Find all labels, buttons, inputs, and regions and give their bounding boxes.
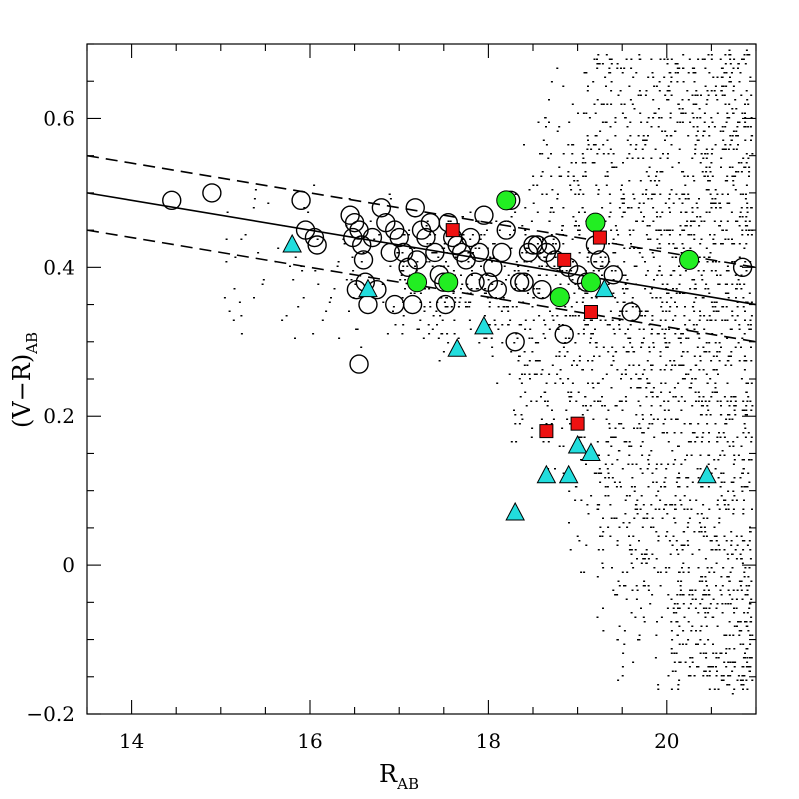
y-tick-label: 0.6 [43,106,75,130]
open-circles-point [492,242,512,263]
open-circles-point [202,183,222,203]
open-circles-point [405,198,425,218]
cyan-triangles-point [505,501,525,521]
open-circles-point [162,190,182,211]
red-squares-point [592,230,607,245]
open-circles-point [352,235,372,255]
open-circles-point [291,190,311,211]
green-circles-point [496,190,517,211]
open-circles-point [307,235,327,255]
cyan-triangles-series [282,233,717,521]
open-circles-point [532,279,552,300]
open-circles-point [425,242,445,263]
open-circles-point [385,220,405,240]
open-circles-point [590,250,610,270]
cyan-triangles-point [558,464,579,484]
green-circles-point [585,212,606,233]
field-dots [223,49,754,695]
open-circles-point [416,227,436,248]
x-tick-labels: 14 16 18 20 [119,729,680,753]
cyan-triangles-point [581,442,601,461]
open-circles-point [460,227,481,248]
open-circles-point [514,272,534,292]
green-circles-point [438,272,459,293]
x-tick-label: 16 [297,729,322,753]
green-circles-point [580,272,601,293]
open-circles-point [603,265,623,285]
x-tick-label: 18 [476,729,501,753]
open-circles-point [469,242,490,263]
open-circles-point [435,294,456,315]
open-circles-point [349,354,369,374]
y-tick-label: 0.4 [43,255,75,279]
cyan-triangles-point [282,233,302,253]
upper-bound-line [86,154,757,269]
x-axis-title: RAB [379,760,419,793]
x-tick-label: 20 [654,729,679,753]
cyan-triangles-point [447,338,468,357]
open-circles-point [362,227,383,248]
cyan-triangles-point [697,464,717,484]
open-circles-point [496,220,516,240]
open-circles-point [487,279,508,300]
open-circles-point [380,242,400,263]
open-circles-point [385,294,405,315]
open-circles-point [407,250,427,270]
open-circles-point [541,235,561,255]
open-circles-point [621,302,641,322]
red-squares-series [445,223,607,439]
cyan-triangles-point [594,278,615,298]
field-dots-layer [223,49,754,695]
y-tick-label: 0.2 [43,404,75,428]
green-circles-point [679,249,700,270]
y-tick-label: 0 [62,553,75,577]
open-circles-point [554,324,574,345]
green-circles-point [549,287,570,308]
red-sequence-fit-line [86,192,757,306]
cyan-triangles-point [567,434,588,454]
cyan-triangles-point [358,278,378,298]
open-circles-series [162,183,753,374]
y-axis-title: (V−R)AB [8,332,41,428]
open-circles-point [353,250,374,270]
y-tick-label: −0.2 [26,702,75,726]
open-circles-point [505,332,525,352]
x-tick-label: 14 [119,729,144,753]
open-circles-point [465,272,485,292]
axis-ticks [86,43,757,715]
plot-frame [86,43,757,715]
marker-series-layer [162,183,753,521]
green-circles-point [407,272,428,293]
open-circles-point [509,272,530,292]
open-circles-point [304,227,325,248]
fit-lines-layer [86,154,757,343]
red-squares-point [583,305,598,319]
red-squares-point [539,424,554,439]
red-squares-point [570,416,585,431]
y-tick-labels: −0.2 0 0.2 0.4 0.6 [26,106,75,726]
open-circles-point [483,257,503,278]
cyan-triangles-point [474,315,494,335]
open-circles-point [402,294,423,315]
open-circles-point [474,205,494,225]
open-circles-point [371,198,392,218]
red-squares-point [445,223,460,238]
red-squares-point [557,252,572,267]
green-circles-series [407,190,700,308]
cyan-triangles-point [536,464,557,484]
